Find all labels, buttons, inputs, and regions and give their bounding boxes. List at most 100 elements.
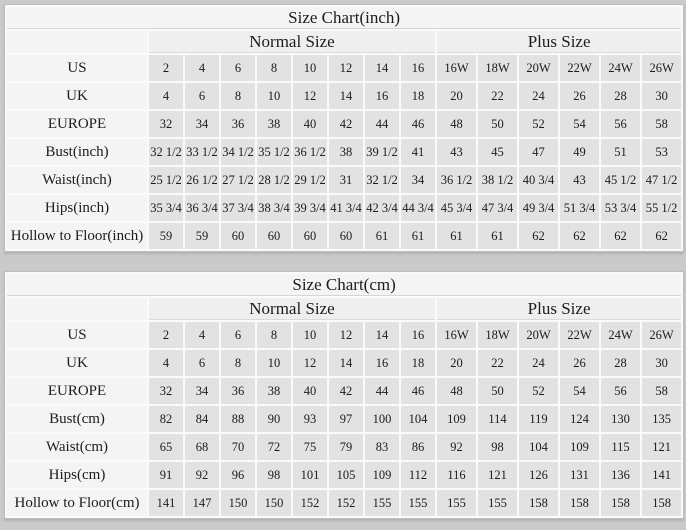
size-cell: 60 xyxy=(293,223,327,249)
size-cell: 115 xyxy=(601,434,640,460)
table-row: Waist(inch) 25 1/2 26 1/2 27 1/2 28 1/2 29 1/… xyxy=(7,167,682,193)
size-cell: 62 xyxy=(560,223,599,249)
size-cell: 14 xyxy=(329,83,363,109)
size-cell: 51 xyxy=(601,139,640,165)
size-cell: 26W xyxy=(642,55,682,81)
row-label: UK xyxy=(7,350,147,376)
size-cell: 41 xyxy=(401,139,435,165)
size-cell: 53 3/4 xyxy=(601,195,640,221)
row-label: Hollow to Floor(inch) xyxy=(7,223,147,249)
table-row: US 2 4 6 8 10 12 14 16 16W 18W 20W 22W 24W 26W xyxy=(7,322,682,348)
size-cell: 46 xyxy=(401,378,435,404)
size-cell: 83 xyxy=(365,434,399,460)
table-row: Bust(cm) 82 84 88 90 93 97 100 104 109 114 119 124 13… xyxy=(7,406,682,432)
size-cell: 29 1/2 xyxy=(293,167,327,193)
size-cell: 6 xyxy=(221,322,255,348)
size-cell: 26 1/2 xyxy=(185,167,219,193)
size-cell: 46 xyxy=(401,111,435,137)
size-cell: 22W xyxy=(560,322,599,348)
size-cell: 54 xyxy=(560,378,599,404)
size-chart-inch-table: Size Chart(inch) Normal Size Plus Size U… xyxy=(4,4,685,252)
size-cell: 45 3/4 xyxy=(437,195,476,221)
size-cell: 14 xyxy=(365,55,399,81)
size-cell: 12 xyxy=(329,322,363,348)
size-cell: 98 xyxy=(257,462,291,488)
size-cell: 61 xyxy=(478,223,517,249)
size-cell: 24 xyxy=(519,83,558,109)
size-cell: 25 1/2 xyxy=(149,167,183,193)
plus-size-header: Plus Size xyxy=(437,31,682,53)
size-cell: 31 xyxy=(329,167,363,193)
size-cell: 147 xyxy=(185,490,219,516)
size-cell: 36 1/2 xyxy=(293,139,327,165)
size-cell: 16 xyxy=(401,322,435,348)
size-cell: 42 3/4 xyxy=(365,195,399,221)
size-cell: 158 xyxy=(601,490,640,516)
size-cell: 28 xyxy=(601,83,640,109)
size-cell: 27 1/2 xyxy=(221,167,255,193)
size-cell: 12 xyxy=(293,83,327,109)
size-cell: 150 xyxy=(221,490,255,516)
table-row: Hollow to Floor(inch) 59 59 60 60 60 60 61 61 61 6… xyxy=(7,223,682,249)
size-cell: 22W xyxy=(560,55,599,81)
size-cell: 55 1/2 xyxy=(642,195,682,221)
size-cell: 104 xyxy=(519,434,558,460)
size-cell: 30 xyxy=(642,350,682,376)
table-row: EUROPE 32 34 36 38 40 42 44 46 48 50 52 54 56 58 xyxy=(7,378,682,404)
size-cell: 16W xyxy=(437,322,476,348)
size-cell: 79 xyxy=(329,434,363,460)
size-chart-inch-body: US 2 4 6 8 10 12 14 16 16W 18W 20W 22W 24W 26W UK 4 6 8 10 1… xyxy=(7,55,682,249)
size-cell: 91 xyxy=(149,462,183,488)
size-cell: 141 xyxy=(642,462,682,488)
size-cell: 124 xyxy=(560,406,599,432)
size-cell: 62 xyxy=(601,223,640,249)
size-cell: 8 xyxy=(221,350,255,376)
size-cell: 20 xyxy=(437,83,476,109)
size-cell: 35 1/2 xyxy=(257,139,291,165)
size-cell: 50 xyxy=(478,378,517,404)
size-cell: 4 xyxy=(149,350,183,376)
size-cell: 51 3/4 xyxy=(560,195,599,221)
size-cell: 44 xyxy=(365,378,399,404)
table-row: Bust(inch) 32 1/2 33 1/2 34 1/2 35 1/2 36 1/2… xyxy=(7,139,682,165)
size-cell: 38 xyxy=(329,139,363,165)
size-cell: 34 1/2 xyxy=(221,139,255,165)
size-cell: 61 xyxy=(365,223,399,249)
size-cell: 40 xyxy=(293,378,327,404)
size-cell: 90 xyxy=(257,406,291,432)
size-cell: 49 3/4 xyxy=(519,195,558,221)
size-cell: 32 xyxy=(149,111,183,137)
size-cell: 62 xyxy=(519,223,558,249)
size-cell: 18 xyxy=(401,83,435,109)
size-chart-cm-table: Size Chart(cm) Normal Size Plus Size US 2… xyxy=(4,271,685,519)
row-label: Waist(cm) xyxy=(7,434,147,460)
size-cell: 70 xyxy=(221,434,255,460)
size-cell: 35 3/4 xyxy=(149,195,183,221)
size-cell: 158 xyxy=(560,490,599,516)
size-cell: 34 xyxy=(185,378,219,404)
size-cell: 28 1/2 xyxy=(257,167,291,193)
size-cell: 36 3/4 xyxy=(185,195,219,221)
size-cell: 24W xyxy=(601,55,640,81)
size-cell: 62 xyxy=(642,223,682,249)
title-row: Size Chart(inch) xyxy=(7,7,682,29)
size-cell: 155 xyxy=(437,490,476,516)
size-cell: 61 xyxy=(437,223,476,249)
table-row: Hips(cm) 91 92 96 98 101 105 109 112 116 121 126 131… xyxy=(7,462,682,488)
size-cell: 36 xyxy=(221,111,255,137)
size-cell: 131 xyxy=(560,462,599,488)
size-cell: 109 xyxy=(365,462,399,488)
corner-cell xyxy=(7,298,147,320)
size-cell: 72 xyxy=(257,434,291,460)
size-cell: 22 xyxy=(478,350,517,376)
table-title: Size Chart(inch) xyxy=(7,7,682,29)
size-cell: 10 xyxy=(293,322,327,348)
size-cell: 24 xyxy=(519,350,558,376)
table-title: Size Chart(cm) xyxy=(7,274,682,296)
row-label: UK xyxy=(7,83,147,109)
size-cell: 47 3/4 xyxy=(478,195,517,221)
size-cell: 88 xyxy=(221,406,255,432)
table-row: UK 4 6 8 10 12 14 16 18 20 22 24 26 28 30 xyxy=(7,350,682,376)
size-cell: 155 xyxy=(401,490,435,516)
size-cell: 97 xyxy=(329,406,363,432)
